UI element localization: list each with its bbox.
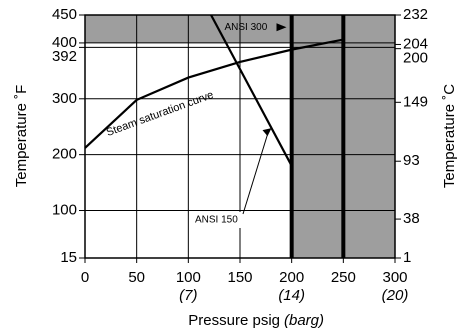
- tick-label: 200: [403, 49, 428, 66]
- x-tick-label: 0: [81, 269, 89, 286]
- series-line: [84, 38, 344, 149]
- tick-label: 93: [403, 152, 420, 169]
- y-axis-label: Temperature ˚F: [13, 85, 30, 188]
- plot-border: [84, 14, 396, 259]
- x-tick-label: 150: [227, 269, 252, 286]
- x-secondary-label: (7): [179, 287, 197, 304]
- x-tick-label: 50: [128, 269, 145, 286]
- tick-label: 100: [52, 201, 77, 218]
- tick-label: 450: [52, 6, 77, 23]
- tick-label: 232: [403, 6, 428, 23]
- x-tick-label: 200: [279, 269, 304, 286]
- tick-label: 392: [52, 48, 77, 65]
- x-secondary-label: (20): [382, 287, 409, 304]
- x-tick-label: 100: [176, 269, 201, 286]
- tick-label: 400: [52, 34, 77, 51]
- tick-label: 300: [52, 90, 77, 107]
- x-tick-label: 300: [382, 269, 407, 286]
- tick-label: 200: [52, 146, 77, 163]
- annotation: ANSI 300: [225, 22, 268, 33]
- x-secondary-label: (14): [278, 287, 305, 304]
- tick-label: 204: [403, 35, 428, 52]
- series-label: ANSI 150: [195, 215, 238, 226]
- y2-axis-label: Temperature ˚C: [441, 84, 458, 188]
- arrowhead: [276, 23, 287, 32]
- arrowhead: [262, 128, 272, 137]
- arrow: [242, 130, 269, 215]
- x-axis-label: Pressure psig: [188, 312, 280, 329]
- label-bg: [193, 212, 243, 228]
- tick-label: 15: [60, 249, 77, 266]
- tick-label: 149: [403, 93, 428, 110]
- x-tick-label: 250: [331, 269, 356, 286]
- x-axis-unit: (barg): [284, 312, 324, 329]
- tick-label: 1: [403, 249, 411, 266]
- tick-label: 38: [403, 210, 420, 227]
- series-line: [210, 14, 293, 167]
